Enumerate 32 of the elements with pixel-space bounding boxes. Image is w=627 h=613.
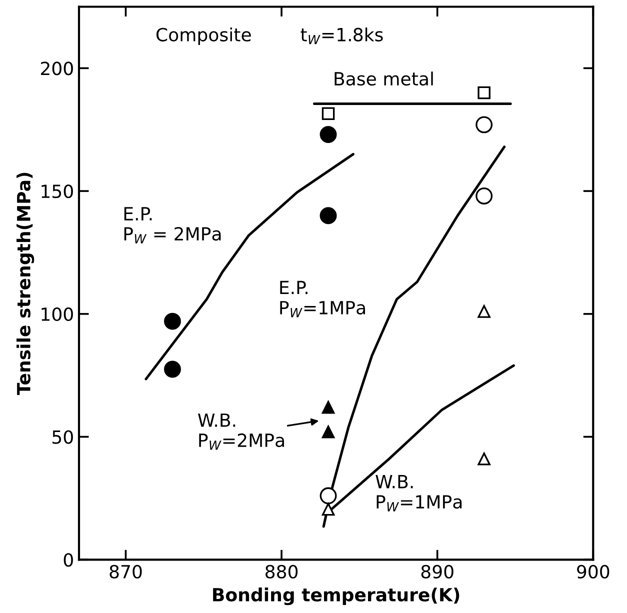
point	[320, 207, 337, 224]
y-axis-title: Tensile strength(MPa)	[16, 172, 34, 396]
point	[478, 452, 490, 466]
point	[322, 400, 335, 414]
x-tick-label: 900	[577, 564, 610, 579]
annotation: Base metal	[334, 72, 433, 86]
y-tick-label: 150	[42, 184, 73, 198]
y-tick-label: 50	[52, 430, 73, 444]
x-tick-label: 870	[110, 564, 142, 579]
point	[322, 502, 335, 516]
x-tick-label: 890	[421, 564, 454, 579]
y-tick-label: 200	[41, 62, 73, 76]
point	[476, 187, 493, 204]
point	[478, 86, 490, 100]
point	[478, 305, 490, 318]
point	[164, 312, 181, 330]
point	[322, 107, 335, 120]
y-tick-label: 100	[42, 307, 73, 322]
text: t$_{W}$=1.8ks	[300, 27, 383, 44]
annotation: E.P. P$_{W}$=1MPa	[280, 280, 365, 318]
point	[320, 126, 337, 144]
annotation: E.P. P$_{W}$ = 2MPa	[124, 207, 221, 244]
point	[322, 425, 335, 438]
x-axis-title: Bonding temperature(K)	[213, 588, 460, 606]
annotation: W.B. P$_{W}$=2MPa	[198, 414, 284, 450]
x-tick-label: 880	[266, 564, 298, 579]
point	[164, 360, 181, 378]
point	[320, 487, 337, 504]
annotation: W.B. P$_{W}$=1MPa	[376, 475, 462, 512]
y-tick-label: 0	[64, 553, 73, 567]
text: Composite	[156, 27, 251, 45]
point	[476, 116, 493, 134]
